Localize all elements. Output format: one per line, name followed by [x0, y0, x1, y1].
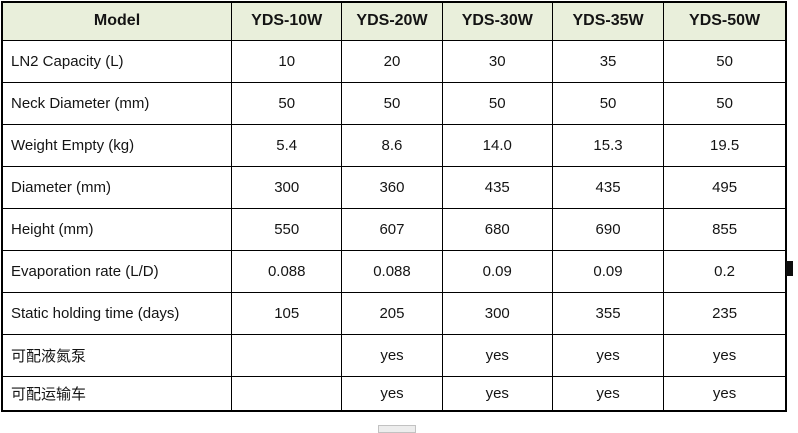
value-cell: 495 — [663, 165, 787, 209]
value-cell: 300 — [441, 291, 553, 335]
row-label-cell: Height (mm) — [1, 207, 233, 251]
value-cell: 0.088 — [231, 249, 343, 293]
value-cell: 15.3 — [551, 123, 665, 167]
value-cell: 105 — [231, 291, 343, 335]
value-cell: yes — [441, 333, 553, 377]
value-cell: yes — [663, 333, 787, 377]
value-cell: yes — [341, 375, 443, 412]
model-header-cell: Model — [1, 1, 233, 41]
value-cell: 0.2 — [663, 249, 787, 293]
value-cell: 30 — [441, 39, 553, 83]
table-row: LN2 Capacity (L) 10 20 30 35 50 — [1, 39, 787, 83]
value-cell: 607 — [341, 207, 443, 251]
value-cell: 855 — [663, 207, 787, 251]
value-cell: 300 — [231, 165, 343, 209]
table-row: 可配运输车 yes yes yes yes — [1, 375, 787, 412]
value-cell: 680 — [441, 207, 553, 251]
value-cell: 50 — [663, 39, 787, 83]
row-label-cell: Neck Diameter (mm) — [1, 81, 233, 125]
column-header-cell: YDS-50W — [663, 1, 787, 41]
value-cell: 10 — [231, 39, 343, 83]
horizontal-scrollbar-thumb[interactable] — [378, 425, 416, 433]
row-label-cell: Diameter (mm) — [1, 165, 233, 209]
table-row: 可配液氮泵 yes yes yes yes — [1, 333, 787, 377]
value-cell: 0.09 — [441, 249, 553, 293]
table-row: Height (mm) 550 607 680 690 855 — [1, 207, 787, 251]
row-label-cell: Weight Empty (kg) — [1, 123, 233, 167]
table-row: Diameter (mm) 300 360 435 435 495 — [1, 165, 787, 209]
value-cell: 550 — [231, 207, 343, 251]
value-cell: 50 — [551, 81, 665, 125]
row-label-cell: LN2 Capacity (L) — [1, 39, 233, 83]
row-label-cell: 可配运输车 — [1, 375, 233, 412]
row-label-cell: Static holding time (days) — [1, 291, 233, 335]
value-cell: 435 — [441, 165, 553, 209]
value-cell: 14.0 — [441, 123, 553, 167]
right-edge-selection-mark — [786, 261, 793, 276]
column-header-cell: YDS-30W — [441, 1, 553, 41]
value-cell: yes — [551, 333, 665, 377]
table-row: Weight Empty (kg) 5.4 8.6 14.0 15.3 19.5 — [1, 123, 787, 167]
column-header-cell: YDS-35W — [551, 1, 665, 41]
spec-table: Model YDS-10W YDS-20W YDS-30W YDS-35W YDS-50W… — [1, 1, 787, 412]
row-label-cell: 可配液氮泵 — [1, 333, 233, 377]
value-cell: 50 — [231, 81, 343, 125]
row-label-cell: Evaporation rate (L/D) — [1, 249, 233, 293]
column-header-cell: YDS-10W — [231, 1, 343, 41]
value-cell: yes — [341, 333, 443, 377]
value-cell: 435 — [551, 165, 665, 209]
value-cell — [231, 375, 343, 412]
column-header-cell: YDS-20W — [341, 1, 443, 41]
value-cell: 690 — [551, 207, 665, 251]
value-cell: 0.09 — [551, 249, 665, 293]
value-cell: 50 — [663, 81, 787, 125]
value-cell: 0.088 — [341, 249, 443, 293]
value-cell: 20 — [341, 39, 443, 83]
value-cell: 50 — [441, 81, 553, 125]
value-cell: 5.4 — [231, 123, 343, 167]
header-row: Model YDS-10W YDS-20W YDS-30W YDS-35W YDS-50W — [1, 1, 787, 41]
value-cell: 235 — [663, 291, 787, 335]
value-cell: 360 — [341, 165, 443, 209]
value-cell — [231, 333, 343, 377]
value-cell: 19.5 — [663, 123, 787, 167]
value-cell: yes — [441, 375, 553, 412]
value-cell: 355 — [551, 291, 665, 335]
value-cell: 8.6 — [341, 123, 443, 167]
value-cell: 50 — [341, 81, 443, 125]
table-row: Evaporation rate (L/D) 0.088 0.088 0.09 0.09… — [1, 249, 787, 293]
value-cell: 35 — [551, 39, 665, 83]
value-cell: yes — [663, 375, 787, 412]
value-cell: yes — [551, 375, 665, 412]
table-row: Static holding time (days) 105 205 300 355 23… — [1, 291, 787, 335]
table-row: Neck Diameter (mm) 50 50 50 50 50 — [1, 81, 787, 125]
value-cell: 205 — [341, 291, 443, 335]
